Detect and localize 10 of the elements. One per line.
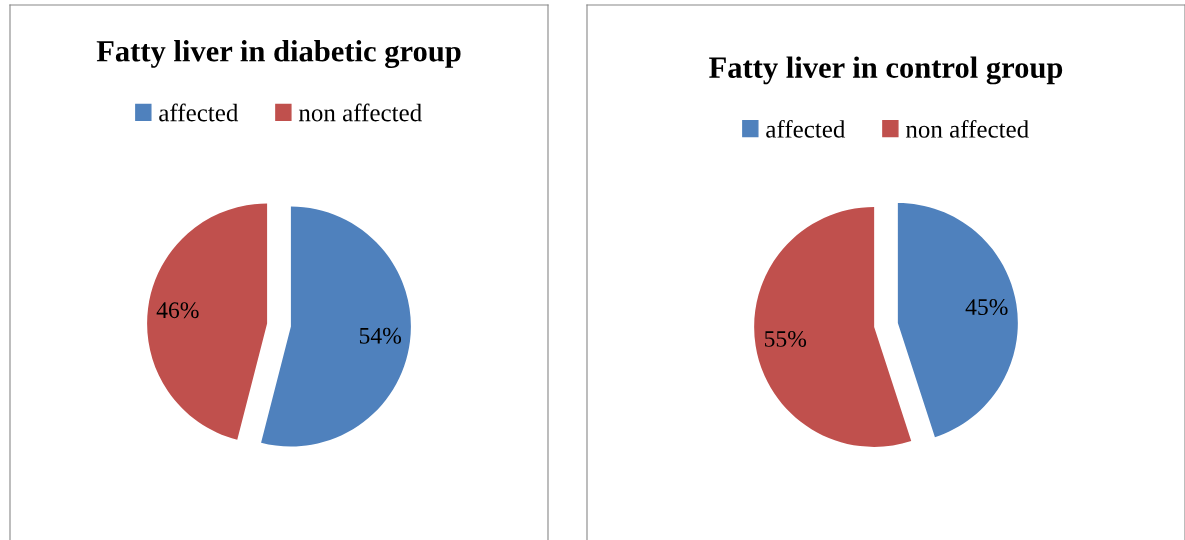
data-label: 45% xyxy=(965,299,1008,316)
legend-label: non affected xyxy=(298,103,422,122)
chart-title: Fatty liver in control group xyxy=(709,56,1063,85)
data-label: 55% xyxy=(764,330,807,347)
chart-title: Fatty liver in diabetic group xyxy=(96,40,461,69)
legend-label: non affected xyxy=(905,119,1029,138)
data-label: 46% xyxy=(156,302,199,319)
legend-label: affected xyxy=(766,119,846,138)
data-label: 54% xyxy=(359,327,402,344)
legend-label: affected xyxy=(159,103,239,122)
